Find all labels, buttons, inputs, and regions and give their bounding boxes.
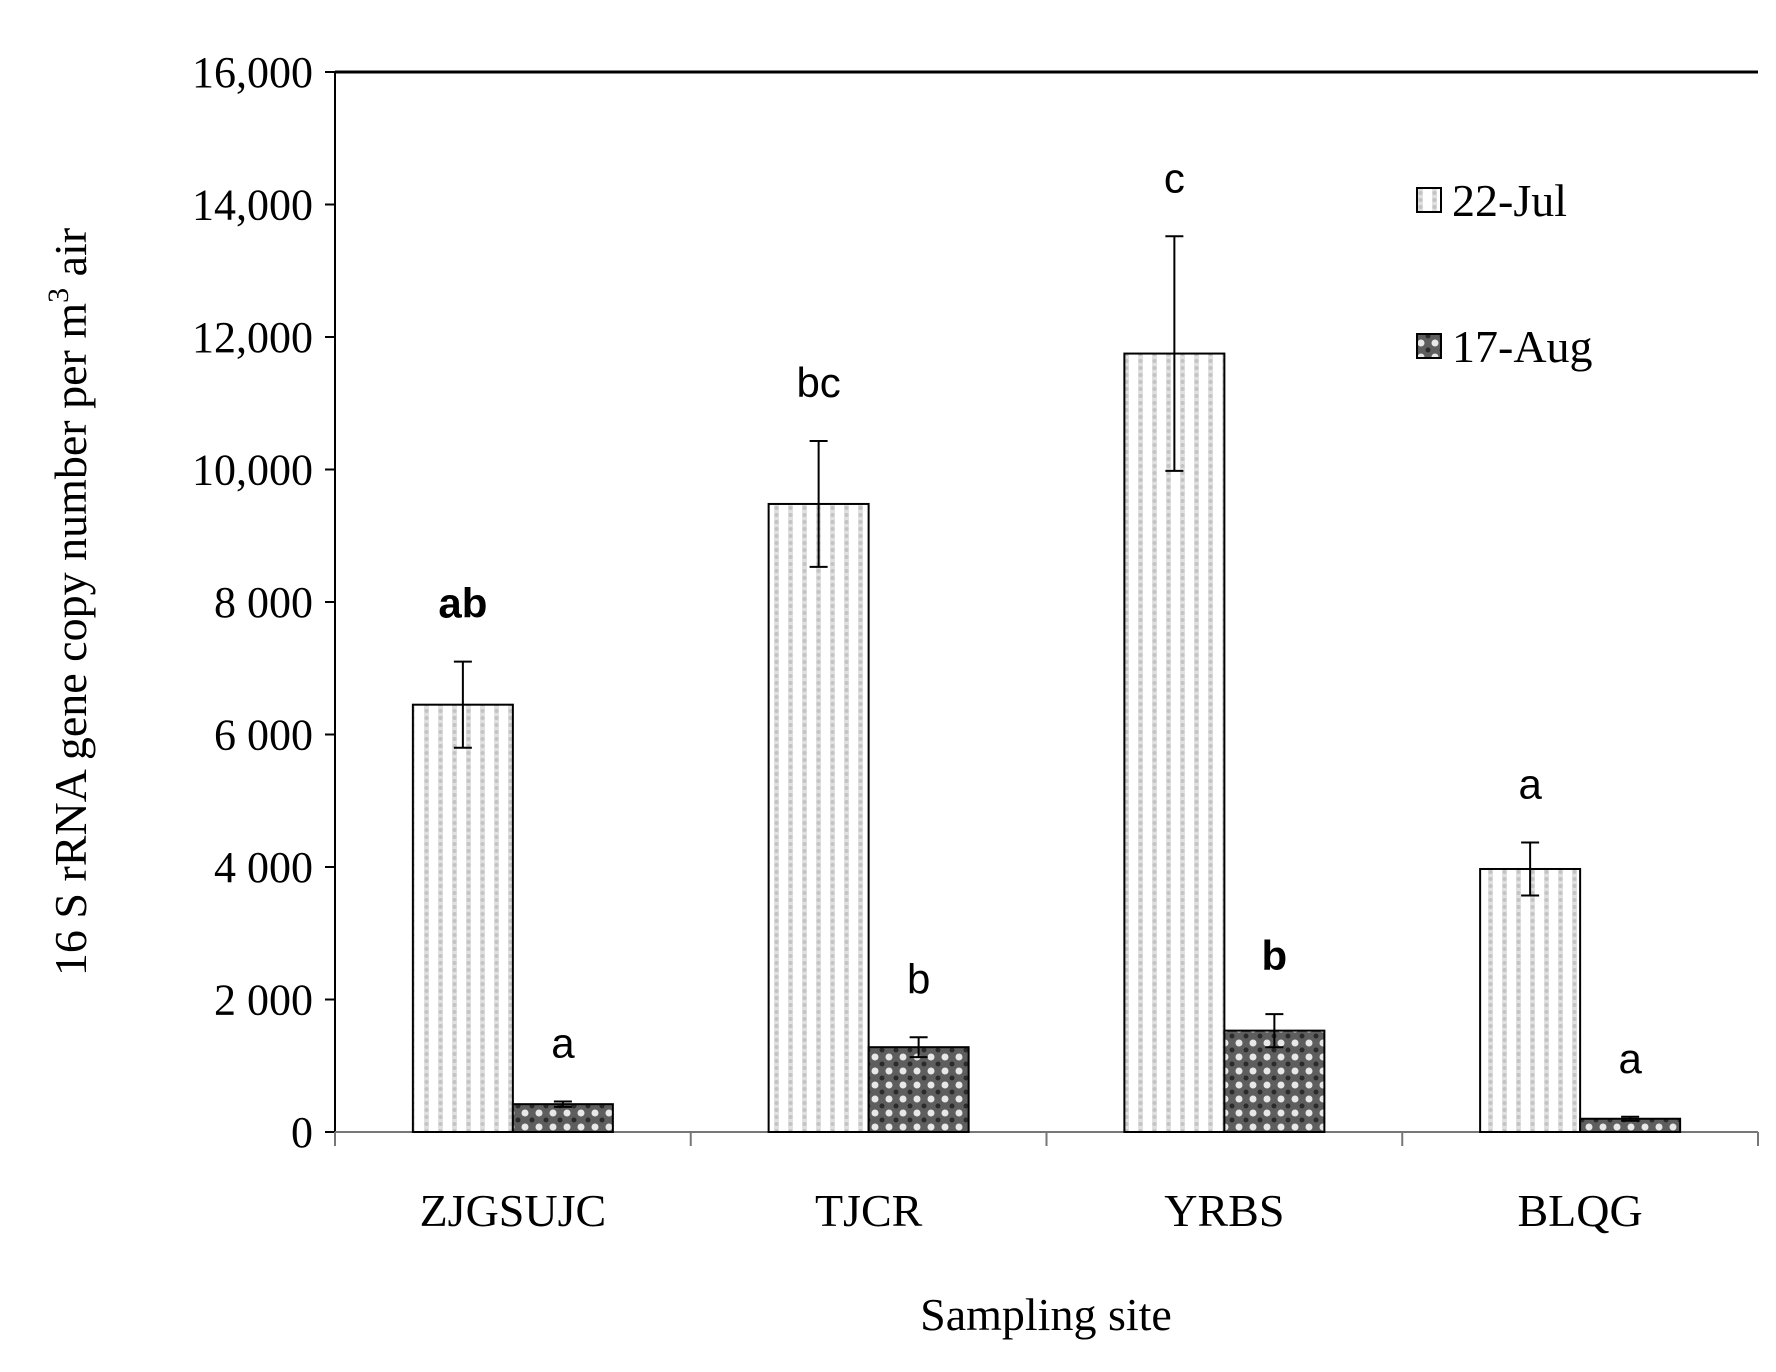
- bar-yrbs-22-jul: [1123, 352, 1226, 1133]
- legend-swatch-17-aug: [1416, 333, 1442, 359]
- bar-zjgsujc-17-aug: [511, 1103, 614, 1134]
- legend: 22-Jul 17-Aug: [1416, 175, 1593, 372]
- bar-blqg-22-jul: [1479, 867, 1582, 1133]
- category-label-zjgsujc: ZJGSUJC: [420, 1185, 607, 1236]
- significance-label-blqg-22-jul: a: [1518, 760, 1542, 807]
- significance-label-tjcr-17-aug: b: [907, 955, 930, 1002]
- y-tick-label-0: 0: [291, 1108, 313, 1157]
- y-tick-label-8: 16,000: [192, 48, 313, 97]
- bar-tjcr-17-aug: [867, 1046, 970, 1133]
- significance-label-tjcr-22-jul: bc: [796, 359, 840, 406]
- legend-swatch-22-jul: [1416, 187, 1442, 213]
- bar-yrbs-17-aug: [1223, 1029, 1326, 1133]
- category-labels: ZJGSUJC TJCR YRBS BLQG: [420, 1185, 1643, 1236]
- category-label-yrbs: YRBS: [1164, 1185, 1284, 1236]
- significance-label-zjgsujc-17-aug: a: [551, 1020, 575, 1067]
- bar-tjcr-22-jul: [767, 502, 870, 1133]
- x-axis-ticks: [334, 1132, 1759, 1146]
- significance-label-zjgsujc-22-jul: ab: [438, 580, 487, 627]
- y-axis-title-superscript: 3: [42, 288, 75, 303]
- category-label-blqg: BLQG: [1518, 1185, 1643, 1236]
- x-axis-title: Sampling site: [920, 1289, 1172, 1340]
- y-tick-label-3: 6 000: [214, 711, 313, 760]
- y-axis-title: 16 S rRNA gene copy number per m3 air: [42, 228, 96, 976]
- y-tick-label-5: 10,000: [192, 446, 313, 495]
- legend-item-22-jul: 22-Jul: [1416, 175, 1567, 226]
- y-axis-title-main: 16 S rRNA gene copy number per m: [45, 303, 96, 976]
- y-tick-label-2: 4 000: [214, 843, 313, 892]
- significance-label-yrbs-17-aug: b: [1262, 932, 1288, 979]
- legend-label-22-jul: 22-Jul: [1452, 175, 1567, 226]
- y-axis-title-suffix: air: [45, 228, 96, 288]
- legend-item-17-aug: 17-Aug: [1416, 321, 1593, 372]
- y-tick-label-1: 2 000: [214, 976, 313, 1025]
- error-bars: [453, 235, 1640, 1122]
- bars: [411, 352, 1682, 1134]
- significance-label-blqg-17-aug: a: [1618, 1035, 1642, 1082]
- y-axis-ticks: 0 2 000 4 000 6 000 8 000 10,000 12,000 14,000 1…: [192, 48, 335, 1157]
- legend-label-17-aug: 17-Aug: [1452, 321, 1593, 372]
- significance-label-yrbs-22-jul: c: [1164, 154, 1185, 201]
- y-tick-label-7: 14,000: [192, 181, 313, 230]
- y-tick-label-6: 12,000: [192, 313, 313, 362]
- y-tick-label-4: 8 000: [214, 578, 313, 627]
- category-label-tjcr: TJCR: [815, 1185, 923, 1236]
- bar-zjgsujc-22-jul: [411, 703, 514, 1133]
